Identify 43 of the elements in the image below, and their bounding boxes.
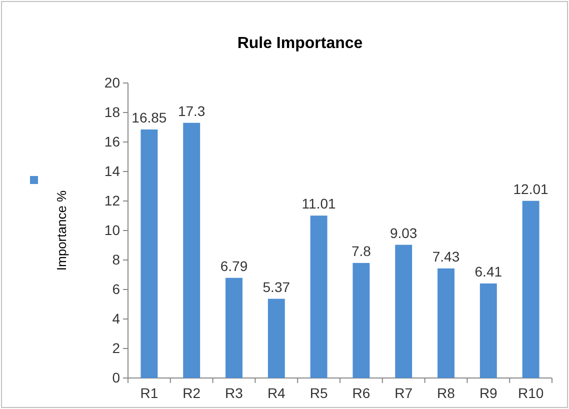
x-tick-label: R5: [310, 384, 328, 401]
y-tick-label: 4: [112, 310, 120, 326]
x-tick-label: R4: [267, 384, 286, 401]
y-tick-label: 12: [104, 192, 120, 208]
x-tick-label: R9: [479, 384, 498, 401]
data-label: 7.43: [432, 248, 460, 264]
y-tick-label: 18: [104, 104, 120, 120]
data-label: 11.01: [302, 196, 336, 212]
y-tick-label: 16: [104, 133, 120, 150]
bar: [183, 122, 200, 378]
y-tick-label: 0: [112, 369, 120, 386]
data-label: 9.03: [390, 224, 418, 241]
data-label: 12.01: [513, 180, 549, 197]
data-label: 5.37: [262, 278, 290, 295]
bar: [480, 283, 497, 378]
y-tick-label: 20: [104, 74, 120, 90]
bar: [395, 244, 412, 378]
bar: [310, 216, 328, 378]
x-tick-label: R7: [394, 384, 413, 401]
data-label: 6.41: [474, 263, 502, 280]
x-tick-label: R8: [437, 384, 456, 401]
data-label: 7.8: [351, 242, 372, 259]
bar: [352, 262, 370, 378]
chart-title: Rule Importance: [237, 35, 363, 52]
y-tick-label: 2: [112, 340, 120, 356]
y-axis-title: Importance %: [54, 190, 69, 271]
y-tick-label: 10: [104, 222, 120, 238]
bar: [522, 200, 540, 378]
data-label: 16.85: [132, 109, 167, 126]
bar: [268, 298, 285, 378]
data-label: 17.3: [178, 102, 206, 119]
bar: [140, 129, 158, 378]
x-tick-label: R6: [352, 384, 370, 401]
bar: [438, 268, 454, 378]
y-tick-label: 8: [112, 251, 120, 268]
x-tick-label: R1: [140, 384, 158, 401]
y-tick-label: 6: [112, 280, 120, 297]
x-tick-label: R2: [182, 384, 201, 401]
y-tick-label: 14: [104, 162, 120, 179]
data-label: 6.79: [220, 258, 248, 274]
x-tick-label: R10: [518, 384, 544, 401]
x-tick-label: R3: [225, 384, 244, 401]
bar: [226, 278, 242, 378]
